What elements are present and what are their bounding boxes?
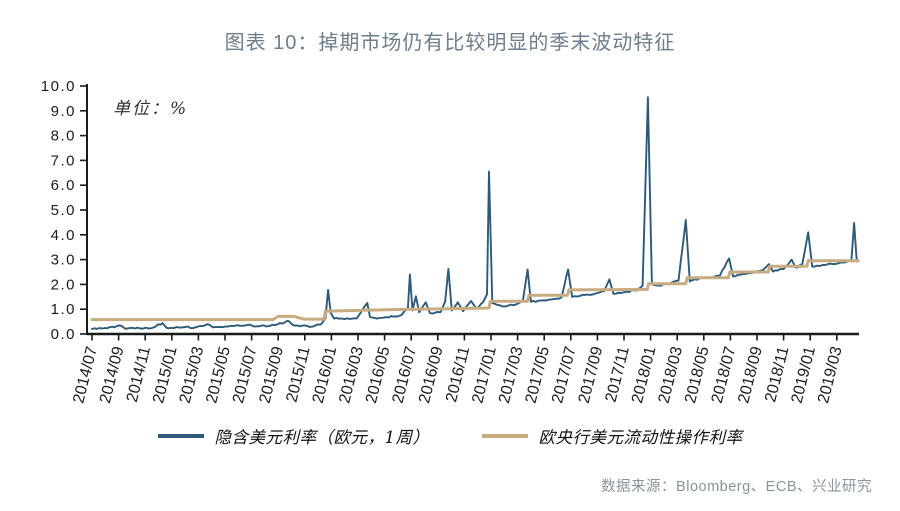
legend-label-implied-usd-rate: 隐含美元利率（欧元，1周） [214, 428, 430, 447]
svg-text:10.0: 10.0 [41, 78, 76, 95]
svg-text:2014/07: 2014/07 [70, 345, 101, 405]
legend-item-ecb-usd-operation-rate: 欧央行美元流动性操作利率 [481, 424, 743, 448]
svg-text:8.0: 8.0 [51, 128, 76, 145]
legend: 隐含美元利率（欧元，1周） 欧央行美元流动性操作利率 [0, 424, 900, 448]
svg-text:2018/09: 2018/09 [735, 345, 766, 405]
svg-text:2017/05: 2017/05 [523, 345, 554, 405]
svg-text:2019/03: 2019/03 [815, 345, 846, 405]
unit-label: 单位：% [113, 99, 189, 119]
svg-text:2017/01: 2017/01 [469, 345, 500, 405]
svg-text:2015/05: 2015/05 [203, 345, 234, 405]
svg-text:2016/11: 2016/11 [443, 345, 473, 404]
figure-title: 图表 10：掉期市场仍有比较明显的季末波动特征 [224, 32, 676, 54]
svg-text:2015/03: 2015/03 [177, 345, 208, 405]
legend-line-implied-usd-rate-icon [157, 434, 204, 438]
svg-text:2016/01: 2016/01 [310, 345, 341, 405]
svg-text:1.0: 1.0 [51, 301, 76, 318]
svg-text:0.0: 0.0 [51, 326, 76, 343]
svg-text:7.0: 7.0 [51, 152, 76, 169]
svg-text:5.0: 5.0 [51, 202, 76, 219]
data-source: 数据来源：Bloomberg、ECB、兴业研究 [601, 479, 872, 495]
svg-text:4.0: 4.0 [51, 227, 76, 244]
svg-text:9.0: 9.0 [51, 103, 76, 120]
svg-text:2015/01: 2015/01 [150, 345, 181, 405]
svg-text:2018/07: 2018/07 [709, 345, 740, 405]
svg-text:2018/01: 2018/01 [629, 345, 660, 405]
svg-text:2017/03: 2017/03 [496, 345, 527, 405]
swap-rate-chart: 0.0 1.0 2.0 3.0 4.0 5.0 6.0 7.0 8.0 9.0 10.0 2014/0… [41, 78, 860, 405]
legend-label-ecb-usd-operation-rate: 欧央行美元流动性操作利率 [538, 428, 743, 447]
svg-text:2017/07: 2017/07 [549, 345, 580, 405]
svg-text:6.0: 6.0 [51, 177, 76, 194]
svg-text:3.0: 3.0 [51, 252, 76, 269]
legend-line-ecb-usd-operation-rate-icon [481, 434, 528, 438]
svg-text:2015/09: 2015/09 [257, 345, 288, 405]
svg-text:2018/05: 2018/05 [682, 345, 713, 405]
svg-text:2018/03: 2018/03 [656, 345, 687, 405]
svg-text:2015/07: 2015/07 [230, 345, 261, 405]
svg-text:2016/07: 2016/07 [390, 345, 421, 405]
svg-text:2016/05: 2016/05 [363, 345, 394, 405]
svg-text:2015/11: 2015/11 [283, 345, 313, 404]
svg-text:2016/03: 2016/03 [336, 345, 367, 405]
legend-item-implied-usd-rate: 隐含美元利率（欧元，1周） [157, 424, 430, 448]
svg-text:2019/01: 2019/01 [789, 345, 820, 405]
svg-text:2016/09: 2016/09 [416, 345, 447, 405]
svg-text:2014/09: 2014/09 [97, 345, 128, 405]
svg-text:2017/09: 2017/09 [576, 345, 607, 405]
svg-text:2.0: 2.0 [51, 276, 76, 293]
svg-text:2018/11: 2018/11 [762, 345, 792, 404]
svg-text:2017/11: 2017/11 [603, 345, 633, 404]
svg-text:2014/11: 2014/11 [124, 345, 154, 404]
